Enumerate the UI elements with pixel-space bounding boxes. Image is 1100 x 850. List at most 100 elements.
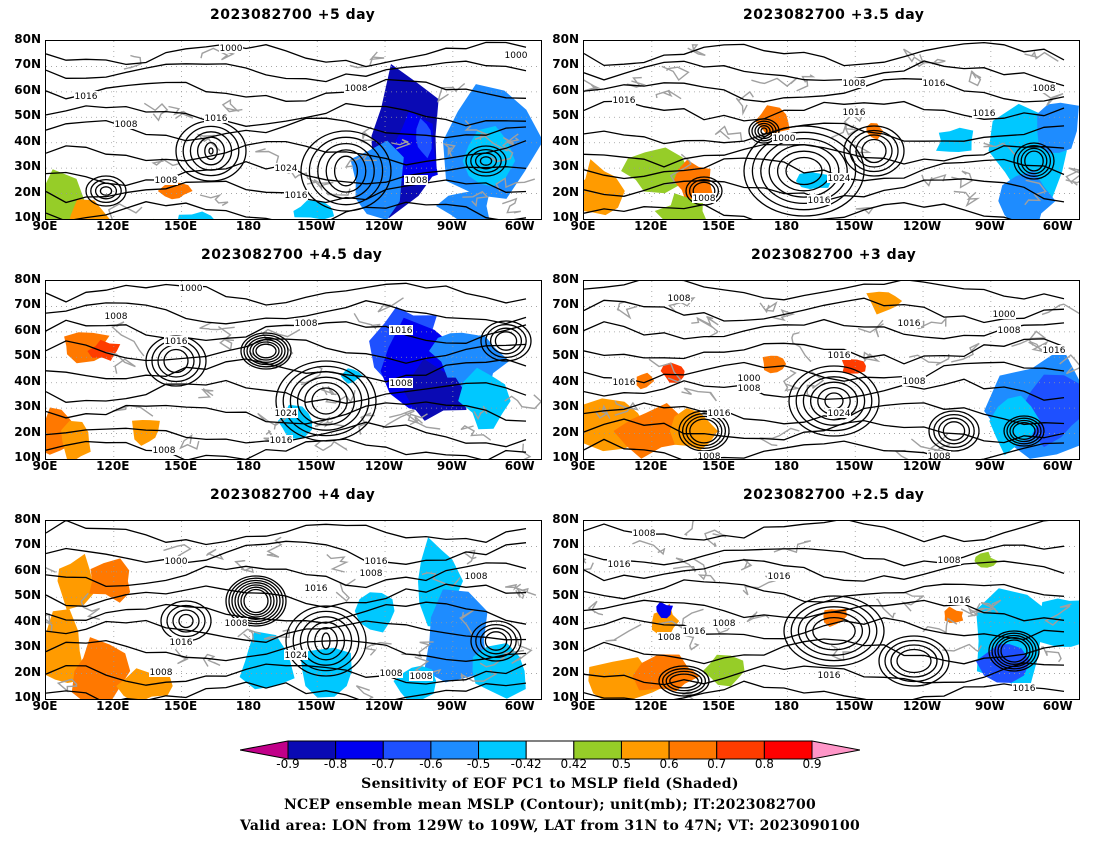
shaded-region <box>239 631 295 690</box>
shaded-region <box>89 558 131 603</box>
lon-label: 90E <box>570 459 596 473</box>
lat-label: 50N <box>14 108 41 123</box>
panel-title: 2023082700 +3 day <box>751 247 917 263</box>
contour-label: 1016 <box>390 326 413 336</box>
lon-label: 150E <box>163 699 198 713</box>
caption-line-3: Valid area: LON from 129W to 109W, LAT f… <box>239 818 861 834</box>
lon-label: 150E <box>701 699 736 713</box>
panel-title: 2023082700 +3.5 day <box>743 7 925 23</box>
lon-label: 90W <box>436 459 467 473</box>
panel-title: 2023082700 +4 day <box>210 487 376 503</box>
lon-label: 90E <box>32 459 58 473</box>
shaded-region <box>46 609 86 683</box>
lat-label: 70N <box>552 537 579 552</box>
contour-label: 1008 <box>928 452 951 459</box>
lat-label: 30N <box>14 639 41 654</box>
lat-label: 10N <box>552 210 579 224</box>
shaded-region <box>989 395 1041 456</box>
shaded-region <box>300 647 352 698</box>
shaded-region <box>61 420 91 459</box>
lat-label: 80N <box>552 512 579 526</box>
contour-label: 1008 <box>345 84 368 94</box>
lon-label: 90E <box>32 219 58 233</box>
lon-label: 180 <box>235 699 261 713</box>
contour-labels: 1008 1016 1008 1016 1016 1016 1000 1024 1016 1008 <box>612 78 1056 206</box>
contour-label: 1008 <box>668 294 691 304</box>
shaded-region <box>71 637 131 699</box>
lat-label: 20N <box>552 424 579 439</box>
lat-label: 10N <box>14 210 41 224</box>
map-plot-area: 1008 1016 1000 1008 1016 1016 1000 1008 1016 1016… <box>583 280 1080 460</box>
contour-label: 1008 <box>360 569 383 579</box>
lon-label: 150W <box>297 219 336 233</box>
lon-label: 60W <box>1042 219 1073 233</box>
isobar-contours <box>584 281 1065 459</box>
lon-label: 180 <box>773 459 799 473</box>
contour-label: 1016 <box>708 409 731 419</box>
shaded-region <box>293 200 335 219</box>
isobar-contours <box>46 521 527 699</box>
lon-label: 60W <box>1042 699 1073 713</box>
lon-label: 90W <box>974 699 1005 713</box>
lon-label: 150W <box>835 459 874 473</box>
lat-label: 50N <box>552 348 579 363</box>
lon-label: 120W <box>902 459 942 473</box>
caption-line-1: Sensitivity of EOF PC1 to MSLP field (Sh… <box>361 776 739 792</box>
lat-label: 30N <box>552 639 579 654</box>
contour-label: 1016 <box>205 114 228 124</box>
lon-label: 90E <box>32 699 58 713</box>
contour-label: 1016 <box>170 638 193 648</box>
contour-labels: 1008101610001008101610161000100810161016… <box>612 293 1066 459</box>
lat-label: 80N <box>14 32 41 46</box>
contour-label: 1016 <box>948 596 971 606</box>
contour-label: 1000 <box>773 134 796 144</box>
lat-label: 20N <box>552 184 579 199</box>
lat-label: 70N <box>14 537 41 552</box>
lat-label: 40N <box>552 133 579 148</box>
shaded-region <box>462 126 516 187</box>
contour-label: 1008 <box>150 668 173 678</box>
lon-label: 60W <box>504 459 535 473</box>
lat-label: 80N <box>14 272 41 286</box>
lon-label: 180 <box>235 219 261 233</box>
colorbar-tick-label: 0.9 <box>802 757 822 771</box>
colorbar-tick-label: -0.8 <box>323 757 348 771</box>
shaded-region <box>762 355 787 374</box>
shaded-region <box>866 291 903 315</box>
lon-label: 180 <box>235 459 261 473</box>
lat-label: 20N <box>14 664 41 679</box>
lon-label: 60W <box>1042 459 1073 473</box>
contour-label: 1008 <box>693 194 716 204</box>
isobar-contours <box>46 282 532 459</box>
shaded-region <box>841 359 866 374</box>
lon-label: 150E <box>163 219 198 233</box>
lon-label: 90W <box>974 219 1005 233</box>
lon-label: 120E <box>96 699 130 713</box>
map-plot-area: 1000 1016 1008 1008 1016 1008 1016 1024 1008 1008… <box>45 520 542 700</box>
shaded-region <box>57 553 94 610</box>
colorbar-tick-label: 0.8 <box>754 757 774 771</box>
lat-label: 30N <box>14 159 41 174</box>
contour-label: 1000 <box>505 51 528 61</box>
colorbar-tick-label: 0.7 <box>707 757 727 771</box>
contour-labels: 1000 1008 1008 1016 1016 1008 1024 1016 1008 <box>104 283 413 456</box>
shaded-region <box>998 170 1056 219</box>
lon-label: 120W <box>364 459 404 473</box>
colorbar-tick-label: -0.42 <box>510 757 542 771</box>
lat-label: 10N <box>552 450 579 464</box>
lat-label: 80N <box>552 32 579 46</box>
contour-label: 1008 <box>713 619 736 629</box>
contour-label: 1016 <box>608 560 631 570</box>
lon-label: 90W <box>436 219 467 233</box>
colorbar-tick-label: -0.9 <box>276 757 300 771</box>
shaded-region <box>632 654 701 692</box>
lon-label: 180 <box>773 219 799 233</box>
sensitivity-shading <box>46 537 526 699</box>
shaded-region <box>442 335 510 396</box>
coastline <box>595 296 1079 459</box>
contour-label: 1008 <box>1033 84 1056 94</box>
lon-label: 120E <box>634 699 668 713</box>
colorbar-tick-label: 0.6 <box>659 757 679 771</box>
contour-label: 1008 <box>658 633 681 643</box>
